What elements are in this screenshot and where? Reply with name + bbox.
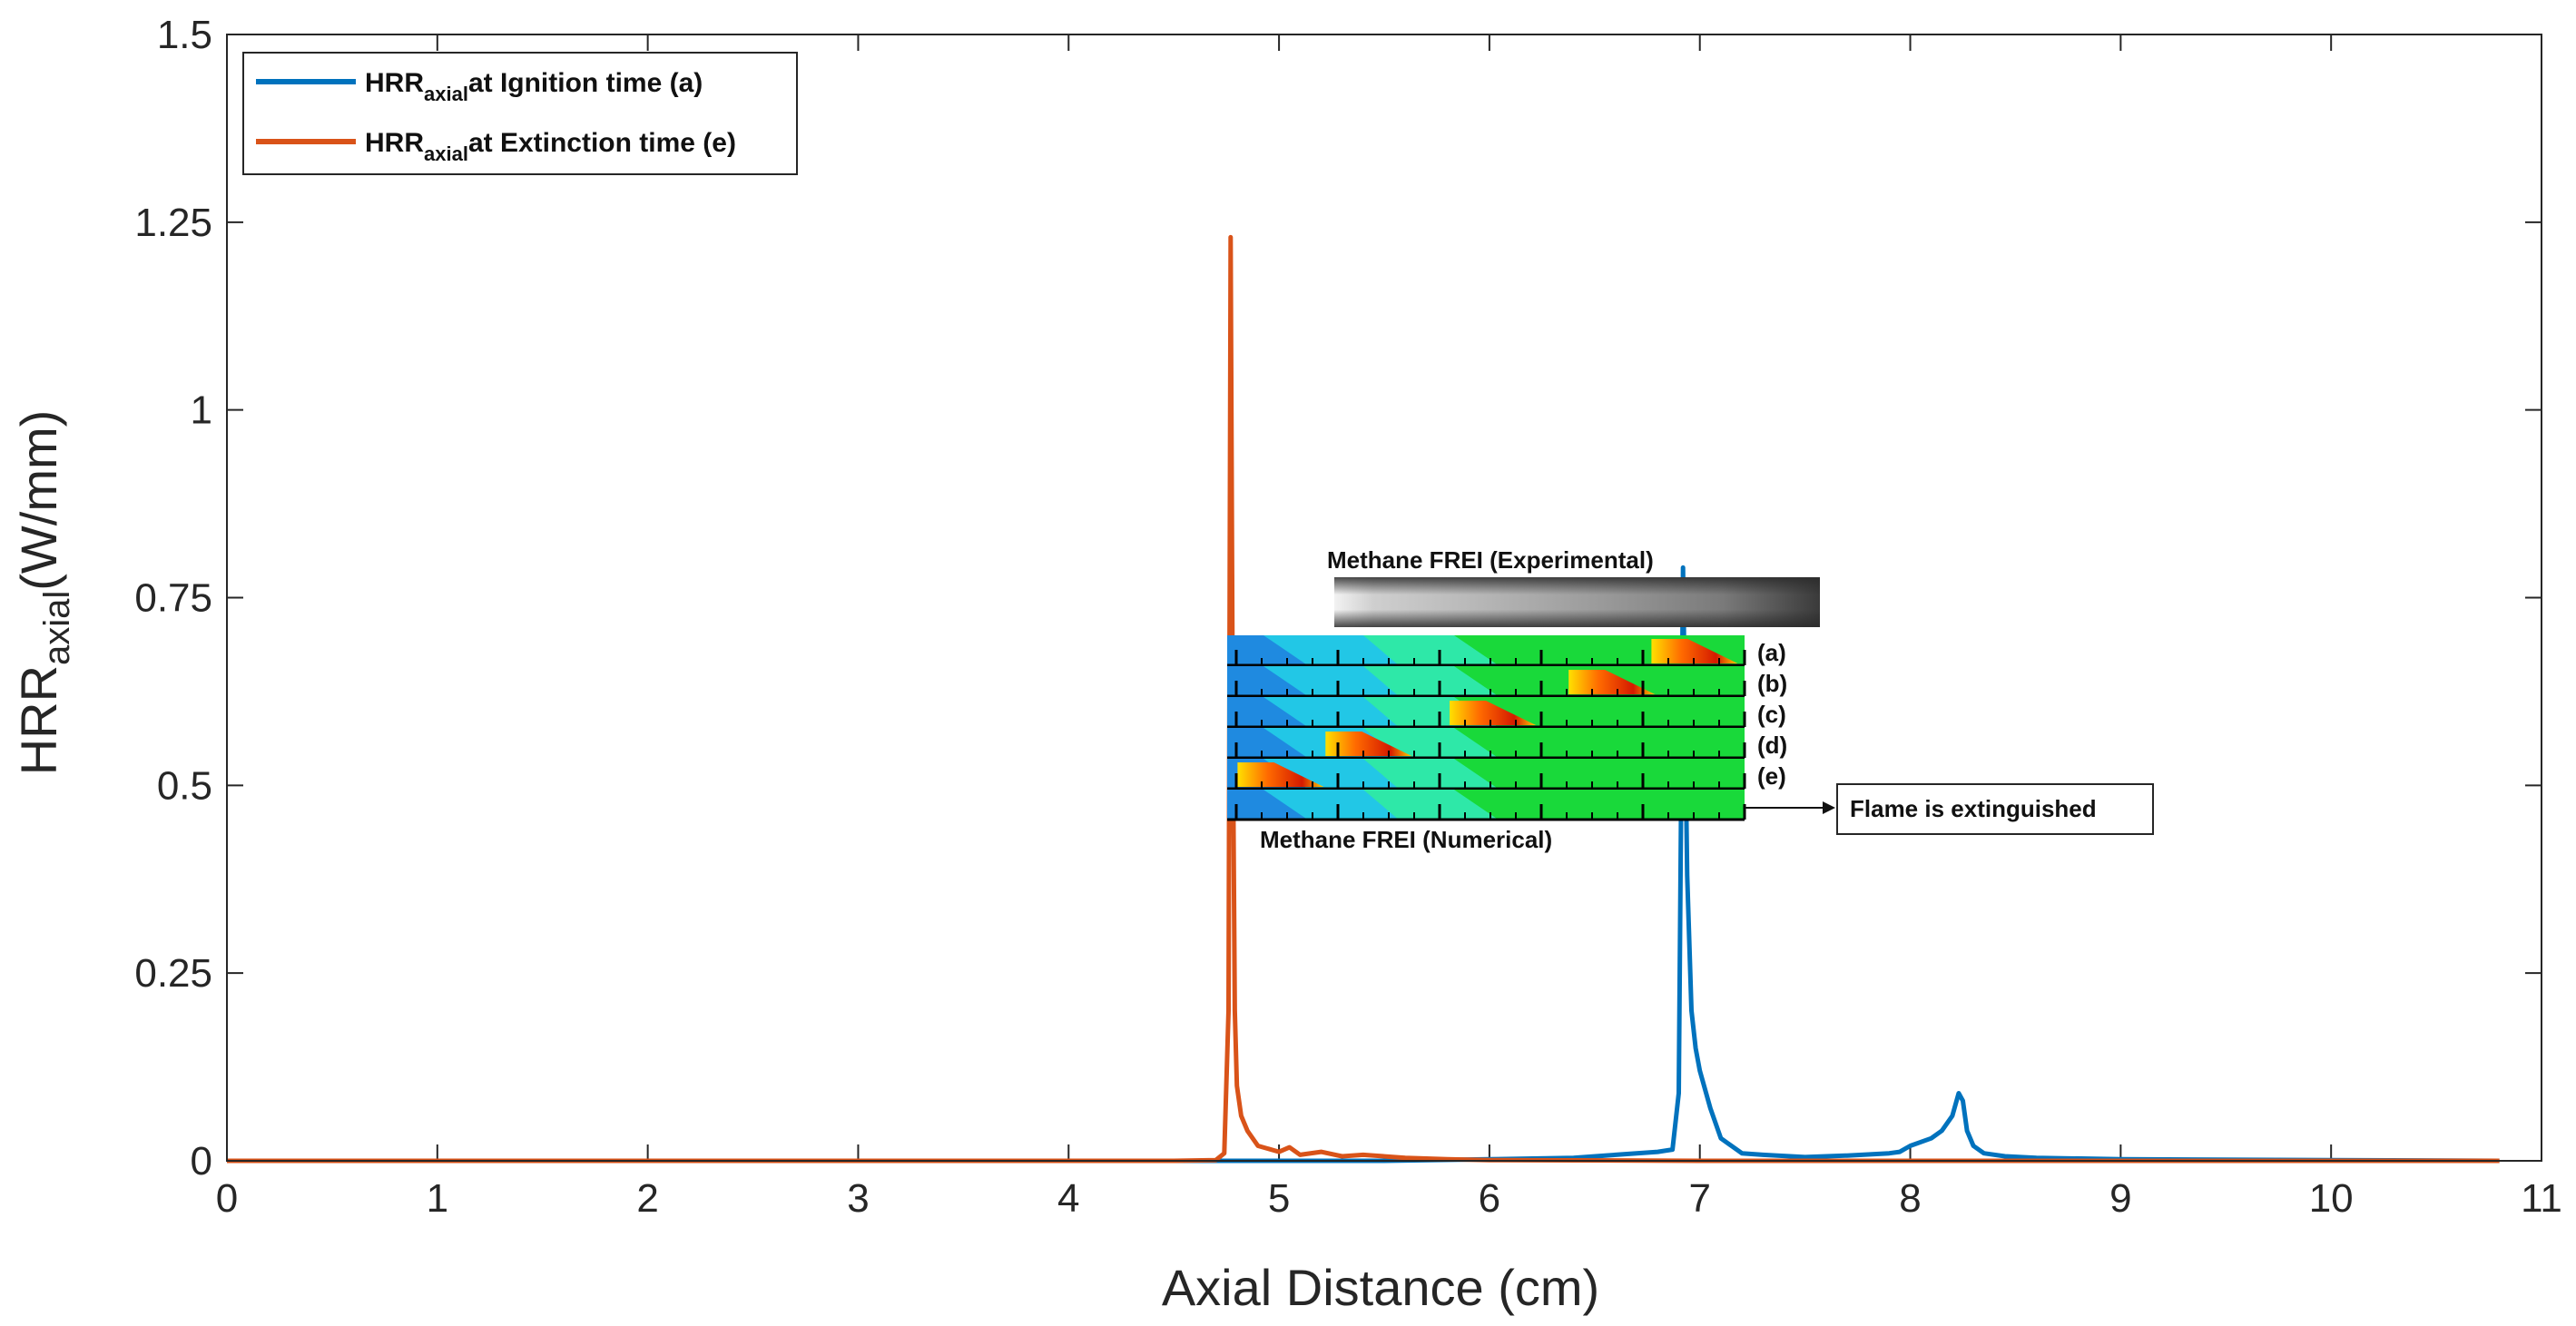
row-label: (c) <box>1757 701 1786 728</box>
y-tick-label: 0.75 <box>134 576 212 621</box>
annotation-text: Flame is extinguished <box>1850 795 2097 822</box>
y-tick-label: 0 <box>191 1139 212 1184</box>
legend-entry-extinction: HRRaxialat Extinction time (e) <box>365 128 736 165</box>
flame-contour <box>1450 701 1537 725</box>
series-ignition-line <box>227 565 2500 1164</box>
y-axis-title-unit: (W/mm) <box>10 410 67 591</box>
y-axis-title-main: HRR <box>10 665 67 775</box>
legend-ignition-text: at Ignition time (a) <box>468 68 703 98</box>
flame-contour <box>1651 639 1738 663</box>
x-tick-label: 5 <box>1268 1176 1290 1221</box>
y-axis-title: HRRaxial(W/mm) <box>10 410 77 776</box>
legend-extinction-text: at Extinction time (e) <box>468 128 736 158</box>
y-tick-label: 0.25 <box>134 951 212 996</box>
numerical-image <box>1227 635 1746 821</box>
row-label: (a) <box>1757 639 1786 666</box>
y-tick-label: 0.5 <box>157 763 212 808</box>
x-tick-label: 10 <box>2309 1176 2354 1221</box>
flame-contour <box>1568 670 1656 694</box>
inset-frei-images: Methane FREI (Experimental) (a) (b) (c) (d)… <box>1227 546 2154 853</box>
series-lines <box>227 234 2500 1164</box>
row-label: (d) <box>1757 732 1787 759</box>
y-tick-label: 1 <box>191 388 212 433</box>
flame-contour <box>1325 732 1412 756</box>
legend-extinction-sub: axial <box>424 142 468 165</box>
row-label: (b) <box>1757 670 1787 697</box>
annotation-box <box>1836 783 2154 835</box>
y-tick-label: 1.25 <box>134 201 212 245</box>
contour-band-blue <box>1227 666 1309 697</box>
row-label: (e) <box>1757 762 1786 790</box>
inset-numerical-label: Methane FREI (Numerical) <box>1260 826 1552 853</box>
x-tick-label: 2 <box>636 1176 658 1221</box>
flame-contour <box>1237 762 1324 787</box>
y-tick-label: 1.5 <box>157 13 212 57</box>
contour-band-blue <box>1227 697 1309 728</box>
legend-box <box>242 52 798 175</box>
numerical-row-labels: (a) (b) (c) (d) (e) <box>1757 639 1787 790</box>
contour-band-blue <box>1227 790 1309 820</box>
y-axis-title-sub: axial <box>37 591 77 665</box>
legend: HRRaxialat Ignition time (a) HRRaxialat … <box>242 52 798 175</box>
series-extinction-line <box>227 234 2500 1164</box>
x-tick-label: 6 <box>1479 1176 1500 1221</box>
x-tick-label: 1 <box>427 1176 448 1221</box>
contour-band-blue <box>1227 635 1309 666</box>
x-tick-label: 8 <box>1899 1176 1921 1221</box>
x-tick-label: 3 <box>847 1176 869 1221</box>
inset-experimental-label: Methane FREI (Experimental) <box>1327 546 1654 574</box>
legend-entry-ignition: HRRaxialat Ignition time (a) <box>365 68 703 105</box>
contour-band-blue <box>1227 728 1309 759</box>
annotation-arrowhead <box>1823 801 1835 814</box>
legend-ignition-main: HRR <box>365 68 424 98</box>
x-tick-label: 7 <box>1688 1176 1710 1221</box>
tick-labels: 0 1 2 3 4 5 6 7 8 9 10 11 0 0.25 0.5 0.75 1 1.25 1.5 <box>134 13 2561 1221</box>
legend-ignition-sub: axial <box>424 83 468 105</box>
plot-frame <box>226 34 2542 1162</box>
legend-extinction-main: HRR <box>365 128 424 158</box>
x-tick-label: 0 <box>216 1176 238 1221</box>
experimental-image-shade <box>1334 577 1820 627</box>
x-tick-label: 4 <box>1057 1176 1079 1221</box>
x-axis-title: Axial Distance (cm) <box>1162 1259 1599 1316</box>
x-tick-label: 11 <box>2521 1176 2562 1221</box>
x-tick-label: 9 <box>2109 1176 2131 1221</box>
